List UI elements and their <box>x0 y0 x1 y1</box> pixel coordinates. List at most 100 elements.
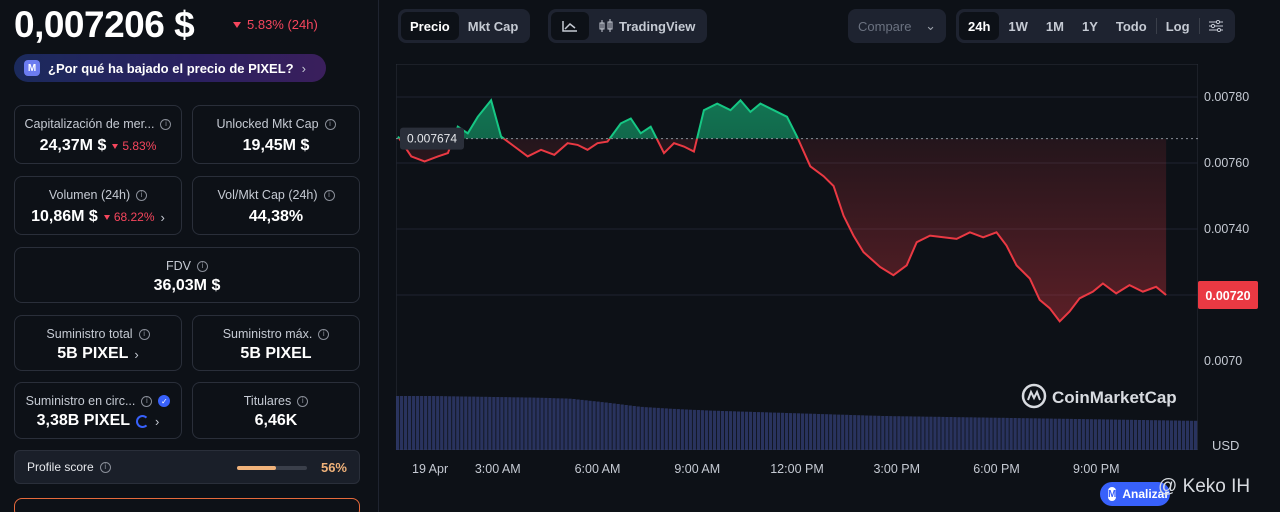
info-icon[interactable]: i <box>141 395 153 407</box>
current-price: 0,007206 $ <box>14 4 195 45</box>
range-1m[interactable]: 1M <box>1045 18 1064 34</box>
volume-bar <box>1121 419 1126 450</box>
range-1y[interactable]: 1Y <box>1081 18 1098 34</box>
volume-bar <box>688 409 692 450</box>
price-change-24h: 5.83% (24h) <box>233 17 318 32</box>
volume-bar <box>901 416 905 450</box>
volume-bar <box>1013 418 1017 450</box>
why-price-dropped-button[interactable]: M ¿Por qué ha bajado el precio de PIXEL?… <box>14 54 326 82</box>
volume-bar <box>921 416 925 450</box>
volume-bar <box>420 396 424 450</box>
info-icon[interactable]: i <box>136 189 148 201</box>
compare-dropdown[interactable]: Compare ⌄ <box>848 9 946 43</box>
volume-bar <box>893 416 897 450</box>
price-area-down <box>399 138 1167 322</box>
chart-type-toggle: Precio Mkt Cap <box>398 9 531 43</box>
max-supply-card[interactable]: Suministro máx. i 5B PIXEL <box>192 315 360 371</box>
orange-outlined-card[interactable] <box>14 498 360 512</box>
tab-price[interactable]: Precio <box>401 12 459 40</box>
unlocked-mktcap-card[interactable]: Unlocked Mkt Cap i 19,45M $ <box>192 105 360 164</box>
volume-bar <box>1105 419 1109 450</box>
tradingview-button[interactable]: TradingView <box>589 12 704 40</box>
price-chart[interactable]: 0.007674 CoinMarketCap <box>396 64 1198 450</box>
info-icon[interactable]: i <box>99 461 111 473</box>
volume-card[interactable]: Volumen (24h) i 10,86M $ 68.22% › <box>14 176 182 235</box>
volume-bar <box>660 408 664 450</box>
volume-bar <box>564 398 568 450</box>
volume-bar <box>712 410 716 450</box>
info-icon[interactable]: i <box>324 118 336 130</box>
info-icon[interactable]: i <box>197 260 208 272</box>
vol-mktcap-card[interactable]: Vol/Mkt Cap (24h) i 44,38% <box>192 176 360 235</box>
volume-bar <box>857 415 861 450</box>
volume-bar <box>1189 420 1194 450</box>
tab-mktcap[interactable]: Mkt Cap <box>467 18 519 34</box>
volume-bar <box>488 396 492 450</box>
volume-bar <box>1041 418 1045 450</box>
volume-bar <box>1125 419 1130 450</box>
watermark-text: CoinMarketCap <box>1052 388 1177 407</box>
volume-bar <box>1001 417 1005 450</box>
info-icon[interactable]: i <box>138 328 150 340</box>
volume-bar <box>504 397 508 450</box>
profile-score-fill <box>237 466 277 470</box>
fdv-card[interactable]: FDV i 36,03M $ <box>14 247 360 303</box>
volume-bar <box>969 417 973 450</box>
volume-bar <box>444 396 448 450</box>
volume-bar <box>1061 418 1065 450</box>
holders-card[interactable]: Titulares i 6,46K <box>192 382 360 439</box>
toolbar-divider <box>1198 18 1200 34</box>
volume-bar <box>648 407 652 450</box>
volume-bar <box>1097 419 1101 450</box>
volume-bar <box>772 412 777 450</box>
volume-bar <box>716 410 721 450</box>
range-24h[interactable]: 24h <box>959 12 1000 40</box>
info-icon[interactable]: i <box>160 118 172 130</box>
panel-divider <box>378 0 379 512</box>
volume-bar <box>853 415 857 450</box>
volume-bar <box>628 405 632 450</box>
volume-bar <box>1133 419 1138 450</box>
volume-bar <box>977 417 981 450</box>
chevron-right-icon: › <box>155 413 160 429</box>
x-tick-label: 9:00 AM <box>674 462 720 476</box>
log-toggle[interactable]: Log <box>1165 18 1190 34</box>
volume-bar <box>817 414 821 450</box>
volume-bar <box>468 396 472 450</box>
volume-bar <box>684 409 688 450</box>
market-cap-card[interactable]: Capitalización de mer... i 24,37M $ 5.83% <box>14 105 182 164</box>
volume-bar <box>576 399 580 450</box>
range-1w[interactable]: 1W <box>1008 18 1028 34</box>
info-icon[interactable]: i <box>318 328 330 340</box>
volume-bar <box>708 410 712 450</box>
volume-bar <box>440 396 444 450</box>
circulating-supply-card[interactable]: Suministro en circ... i ✓ 3,38B PIXEL › <box>14 382 182 439</box>
volume-bar <box>841 414 845 450</box>
volume-bar <box>752 412 757 450</box>
volume-bar <box>1101 419 1105 450</box>
analizar-button[interactable]: M Analizar <box>1100 482 1170 506</box>
range-all[interactable]: Todo <box>1115 18 1147 34</box>
volume-bar <box>520 397 524 450</box>
volume-bar <box>396 396 400 450</box>
progress-ring-icon <box>136 414 150 428</box>
volume-bar <box>805 413 809 450</box>
down-triangle-icon <box>233 21 241 28</box>
sliders-icon <box>1208 20 1223 32</box>
volume-bar <box>536 397 540 450</box>
line-chart-button[interactable] <box>551 12 589 40</box>
volume-bar <box>837 414 841 450</box>
x-tick-label: 6:00 PM <box>973 462 1020 476</box>
verified-check-icon: ✓ <box>158 395 171 407</box>
price-line-up <box>397 98 799 139</box>
volume-bar <box>724 411 729 450</box>
volume-bar <box>460 396 464 450</box>
total-supply-card[interactable]: Suministro total i 5B PIXEL › <box>14 315 182 371</box>
chart-style-toggle: TradingView <box>548 9 708 43</box>
volume-bar <box>740 411 745 450</box>
profile-score[interactable]: Profile score i 56% <box>14 450 360 484</box>
info-icon[interactable]: i <box>297 395 309 407</box>
settings-button[interactable] <box>1200 12 1232 40</box>
info-icon[interactable]: i <box>323 189 335 201</box>
